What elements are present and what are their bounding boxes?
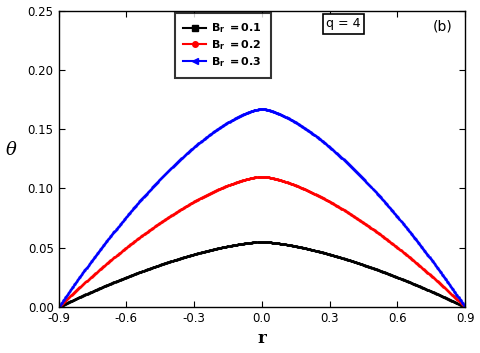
- X-axis label: r: r: [257, 330, 266, 347]
- Y-axis label: θ: θ: [6, 141, 16, 159]
- Text: (b): (b): [433, 19, 453, 34]
- Text: q = 4: q = 4: [326, 17, 360, 30]
- Legend: $\mathbf{B_r}$ $\mathbf{= 0.1}$, $\mathbf{B_r}$ $\mathbf{= 0.2}$, $\mathbf{B_r}$: $\mathbf{B_r}$ $\mathbf{= 0.1}$, $\mathb…: [178, 16, 268, 74]
